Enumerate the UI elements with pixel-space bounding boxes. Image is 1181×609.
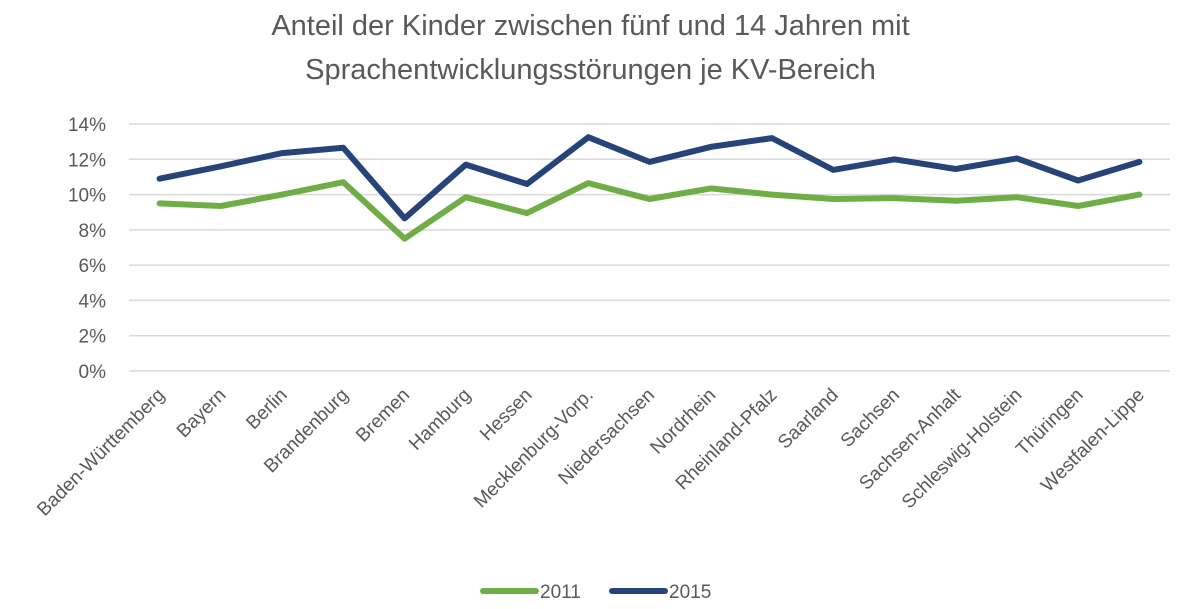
- x-tick-label: Schleswig-Holstein: [898, 385, 1026, 513]
- x-tick-label: Baden-Württemberg: [33, 385, 169, 521]
- legend: 2011 2015: [480, 582, 711, 603]
- y-tick-label: 4%: [79, 291, 107, 312]
- chart-title-line-2: Sprachentwicklungsstörungen je KV-Bereic…: [305, 54, 876, 86]
- series-line-2015: [156, 134, 1143, 222]
- series-lines: [156, 134, 1143, 242]
- legend-item-2015: 2015: [609, 582, 711, 603]
- x-tick-label: Hamburg: [405, 385, 475, 455]
- y-tick-label: 14%: [68, 115, 106, 136]
- x-tick-label: Bremen: [352, 385, 414, 447]
- y-tick-label: 2%: [79, 327, 107, 348]
- x-tick-label: Saarland: [774, 385, 843, 454]
- x-tick-label: Berlin: [242, 385, 291, 434]
- y-tick-label: 0%: [79, 362, 107, 383]
- legend-item-2011: 2011: [480, 582, 581, 603]
- x-tick-label: Westfalen-Lippe: [1037, 385, 1149, 497]
- x-tick-label: Hessen: [476, 385, 536, 445]
- x-tick-label: Bayern: [173, 385, 230, 442]
- chart-title-line-1: Anteil der Kinder zwischen fünf und 14 J…: [271, 10, 910, 42]
- y-axis-ticks: 0% 2% 4% 6% 8% 10% 12% 14%: [68, 115, 106, 383]
- x-tick-label: Mecklenburg-Vorp.: [470, 385, 598, 513]
- chart-title: Anteil der Kinder zwischen fünf und 14 J…: [0, 4, 1181, 92]
- legend-label: 2015: [669, 582, 711, 603]
- y-tick-label: 8%: [79, 221, 107, 242]
- y-tick-label: 6%: [79, 256, 107, 277]
- y-tick-label: 10%: [68, 186, 106, 207]
- y-tick-label: 12%: [68, 150, 106, 171]
- legend-label: 2011: [540, 582, 581, 603]
- x-axis-labels: Baden-Württemberg Bayern BerlinBrandenburg…: [33, 384, 1149, 520]
